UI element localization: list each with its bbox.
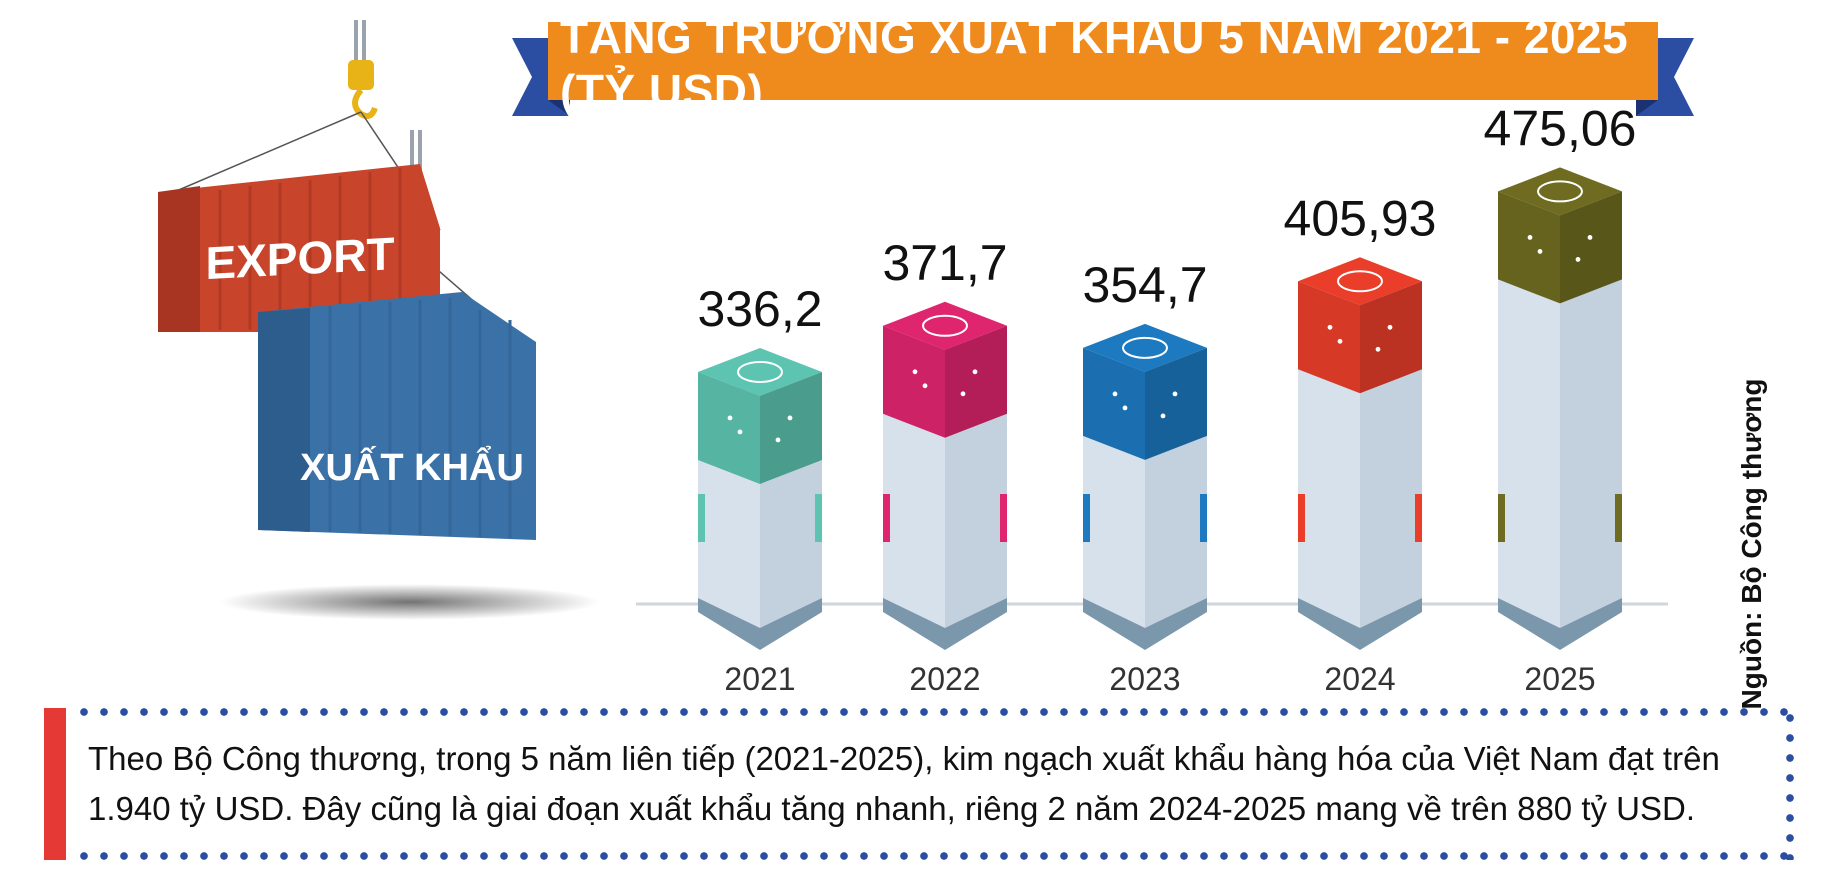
pillar-base <box>1083 598 1207 650</box>
bar-cube-dot <box>787 415 793 421</box>
bar-value-label: 475,06 <box>1484 100 1637 156</box>
ground-shadow <box>220 584 600 620</box>
note-dotted-border-bottom <box>74 852 1794 860</box>
bar-cube-left <box>1498 191 1560 304</box>
title-banner <box>512 22 1694 116</box>
note-text: Theo Bộ Công thương, trong 5 năm liên ti… <box>88 740 1720 827</box>
pillar-accent-right <box>1000 494 1007 542</box>
note-box: Theo Bộ Công thương, trong 5 năm liên ti… <box>44 708 1794 860</box>
pillar-accent-left <box>883 494 890 542</box>
bar-cube-ring <box>737 360 783 383</box>
pillar-accent-left <box>1083 494 1090 542</box>
x-tick-label: 2022 <box>909 661 980 697</box>
pillar-accent-left <box>698 494 705 542</box>
bar-cube-dot <box>1387 324 1393 330</box>
pillar-base <box>883 598 1007 650</box>
bar-value-label: 354,7 <box>1082 257 1207 313</box>
bar-cube-ring <box>1337 270 1383 293</box>
bar-cube-dot <box>1527 235 1533 240</box>
bar-cube-dot <box>972 369 978 375</box>
pillar-base <box>1498 598 1622 650</box>
bar-cube-left <box>698 371 760 484</box>
pillar-base <box>1298 598 1422 650</box>
bar-cube-dot <box>912 369 918 375</box>
x-tick-label: 2024 <box>1324 661 1395 697</box>
bar-cube-right <box>760 371 822 484</box>
container-red: EXPORT <box>158 164 440 332</box>
pillar-accent-right <box>1415 494 1422 542</box>
bar-cube-right <box>1560 191 1622 304</box>
bar-cube-ring <box>1122 336 1168 359</box>
bar-cube-dot <box>1122 405 1128 411</box>
bar-cube-right <box>945 325 1007 438</box>
bar-cube-dot <box>1327 324 1333 330</box>
bar-cube-dot <box>1375 346 1381 352</box>
shipping-containers-illustration: EXPORT XUẤT KHẨU <box>158 20 600 620</box>
bar-cube-dot <box>922 383 928 389</box>
bar-cube-dot <box>1112 391 1118 397</box>
bar-cube-left <box>1298 281 1360 394</box>
x-tick-label: 2023 <box>1109 661 1180 697</box>
pillar-accent-right <box>1200 494 1207 542</box>
bar-cube-right <box>1360 281 1422 394</box>
bar-cube-ring <box>1537 180 1583 203</box>
bar-cube-dot <box>1337 338 1343 344</box>
bar-value-label: 336,2 <box>697 281 822 337</box>
container-bottom-label: XUẤT KHẨU <box>300 444 524 489</box>
bar-cube-ring <box>922 314 968 337</box>
note-dotted-border-right <box>1786 708 1794 860</box>
bar-cube-dot <box>727 415 733 421</box>
bar-value-label: 371,7 <box>882 235 1007 291</box>
bar-cube-left <box>1083 347 1145 460</box>
pillar-base <box>698 598 822 650</box>
bar-cube-left <box>883 325 945 438</box>
pillar-side <box>1560 207 1622 646</box>
bar-cube-dot <box>737 429 743 435</box>
bar-cube-dot <box>1587 235 1593 240</box>
x-tick-label: 2025 <box>1524 661 1595 697</box>
bar-value-label: 405,93 <box>1284 190 1437 246</box>
source-label: Nguồn: Bộ Công thương <box>1736 378 1767 710</box>
x-tick-label: 2021 <box>724 661 795 697</box>
bar-cube-dot <box>1160 413 1166 419</box>
note-dotted-border-top <box>74 708 1794 716</box>
container-blue: XUẤT KHẨU <box>258 292 536 540</box>
note-accent-bar <box>44 708 66 860</box>
container-top-label: EXPORT <box>205 227 394 289</box>
bar-cube-dot <box>1575 257 1581 262</box>
banner-background <box>548 22 1658 100</box>
bar-cube-dot <box>1172 391 1178 397</box>
pillar-accent-left <box>1298 494 1305 542</box>
bar-cube-right <box>1145 347 1207 460</box>
pillar-accent-right <box>1615 494 1622 542</box>
pillar-accent-right <box>815 494 822 542</box>
bar-cube-dot <box>1537 249 1543 254</box>
bar-cube-dot <box>960 391 966 397</box>
bar-cube-dot <box>775 437 781 443</box>
pillar-accent-left <box>1498 494 1505 542</box>
